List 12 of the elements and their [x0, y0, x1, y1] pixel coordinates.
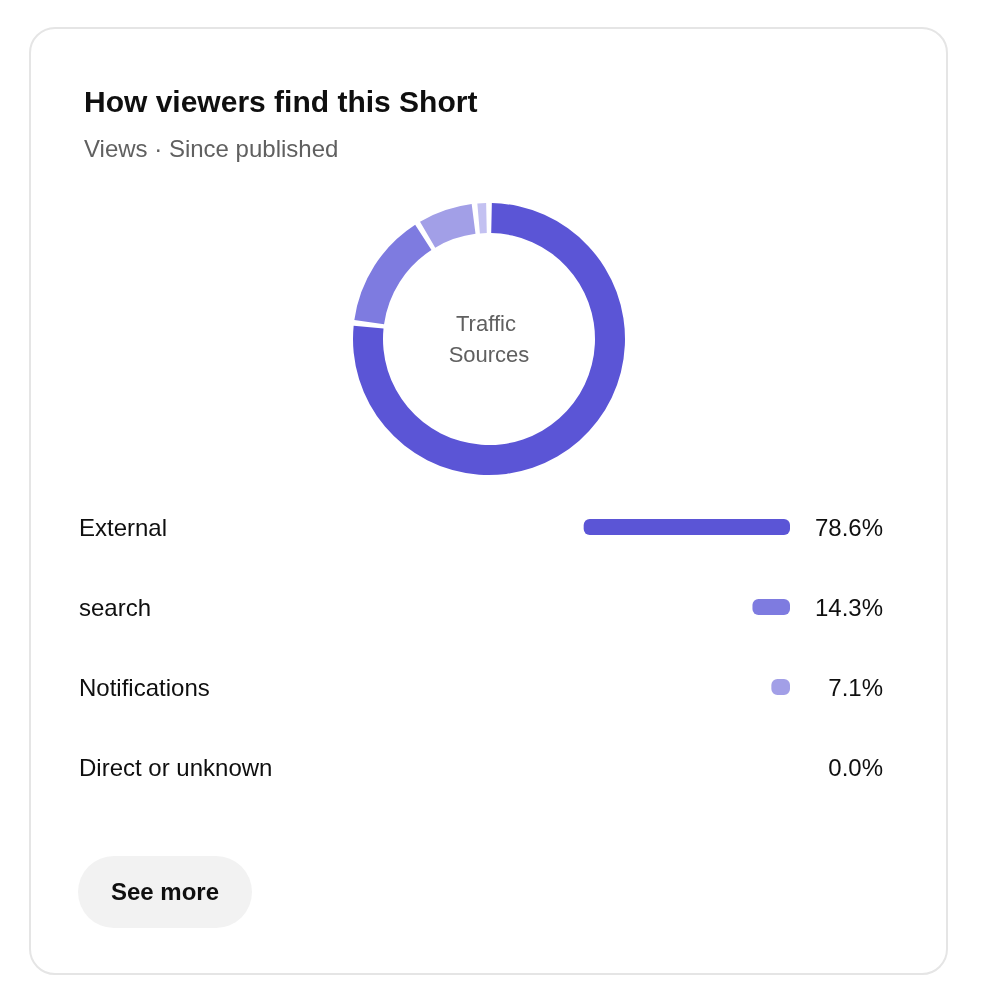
y-tick-label: Direct or unknown — [79, 753, 273, 781]
data-label: 78.6% — [814, 513, 883, 541]
chart-subtitle: Views · Since published — [84, 134, 339, 162]
data-label: 14.3% — [814, 593, 883, 621]
y-tick-label: search — [79, 593, 152, 621]
y-tick-label: Notifications — [79, 673, 210, 701]
data-label: 0.0% — [828, 753, 883, 781]
chart-title: How viewers find this Short — [84, 84, 478, 118]
text: Traffic Sources — [448, 311, 530, 367]
button[interactable]: See more — [78, 856, 253, 928]
y-tick-label: External — [79, 513, 168, 541]
data-label: 7.1% — [828, 673, 883, 701]
